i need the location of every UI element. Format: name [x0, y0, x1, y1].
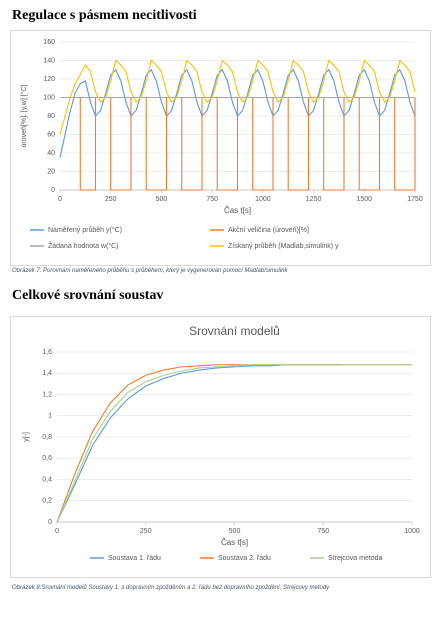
- y-tick-label: 0: [48, 519, 52, 526]
- x-axis-title: Čas t[s]: [221, 538, 248, 547]
- y-tick-label: 120: [43, 76, 55, 83]
- chart-title: Srovnání modelů: [189, 324, 280, 338]
- chart: Srovnání modelů 0 0,2 0,4 0,6 0,8 1 1,2 1,4 1,6 0 2…: [10, 316, 431, 578]
- heading: Celkové srovnání soustav: [12, 288, 164, 303]
- x-tick-label: 1750: [407, 196, 423, 203]
- x-tick-label: 0: [58, 196, 62, 203]
- y-tick-label: 80: [47, 113, 55, 120]
- series-line: [56, 364, 412, 523]
- x-tick-label: 1000: [255, 196, 271, 203]
- x-tick-label: 500: [156, 196, 168, 203]
- y-tick-label: 160: [43, 39, 55, 46]
- legend-label: Žádaná hodnota w(°C): [48, 241, 119, 250]
- chart-frame: [10, 316, 431, 578]
- series-line: [59, 59, 416, 135]
- y-tick-label: 1: [48, 413, 52, 420]
- y-tick-label: 1,4: [42, 370, 52, 377]
- legend-label: Naměřený průběh y(°C): [48, 226, 122, 234]
- caption: Obrázek 8:Srovnání modelů Soustavy 1. s …: [12, 585, 330, 591]
- y-tick-label: 0,4: [42, 476, 52, 483]
- x-tick-label: 1500: [356, 196, 372, 203]
- y-axis-title: y[-]: [23, 432, 30, 442]
- y-tick-label: 40: [47, 150, 55, 157]
- y-tick-label: 140: [43, 57, 55, 64]
- y-tick-label: 0: [51, 187, 55, 194]
- legend-label: Soustava 1. řádu: [108, 555, 161, 562]
- x-tick-label: 0: [55, 528, 59, 535]
- x-tick-label: 250: [105, 196, 117, 203]
- legend-label: Soustava 2. řádu: [218, 555, 271, 562]
- x-tick-label: 1250: [306, 196, 322, 203]
- legend-label: Strejcova metoda: [328, 555, 383, 562]
- y-tick-label: 1,2: [42, 391, 52, 398]
- y-tick-label: 20: [47, 168, 55, 175]
- x-tick-label: 750: [206, 196, 218, 203]
- x-tick-label: 750: [317, 528, 329, 535]
- x-axis-title: Čas t[s]: [224, 206, 251, 215]
- y-tick-label: 0,2: [42, 498, 52, 505]
- chart: 0 20 40 60 80 100 120 140 160 0 250 500 750 1000 1250 1…: [10, 30, 431, 266]
- x-tick-label: 250: [140, 528, 152, 535]
- legend-label: Získaný průběh (Madlab,simulink) y: [228, 242, 339, 250]
- y-tick-label: 1,6: [42, 349, 52, 356]
- y-axis-title: úroveň[%], [y,w] [°C]: [20, 84, 28, 147]
- y-tick-label: 0,8: [42, 434, 52, 441]
- y-tick-label: 0,6: [42, 455, 52, 462]
- y-tick-label: 100: [43, 94, 55, 101]
- caption: Obrázek 7: Porovnání naměřeného průběhu …: [12, 268, 288, 274]
- x-tick-label: 500: [229, 528, 241, 535]
- legend-label: Akční veličina (úroveň)[%]: [228, 227, 309, 234]
- x-tick-label: 1000: [404, 528, 420, 535]
- heading: Regulace s pásmem necitlivosti: [12, 8, 197, 23]
- y-tick-label: 60: [47, 131, 55, 138]
